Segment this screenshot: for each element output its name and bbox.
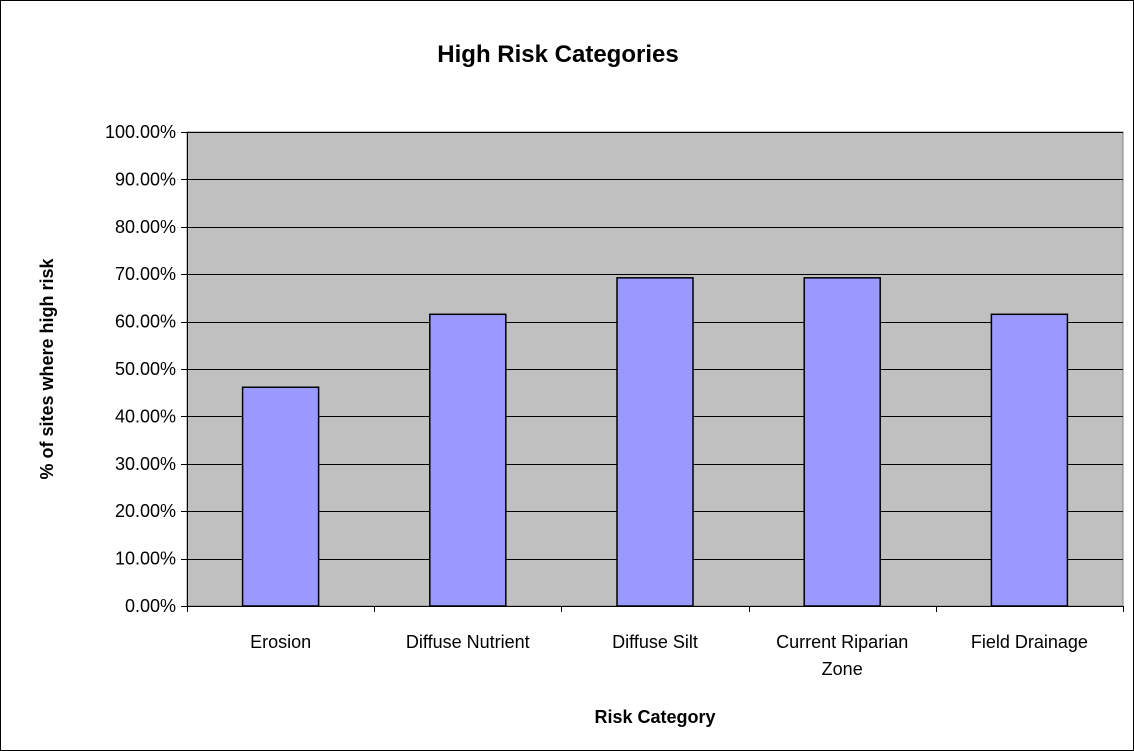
x-tick-label: Field Drainage (971, 632, 1088, 652)
x-tick-labels: Erosion Diffuse Nutrient Diffuse Silt Curre… (250, 632, 1088, 679)
y-tick-label: 40.00% (115, 406, 176, 426)
y-tick-label: 100.00% (105, 122, 176, 142)
bar-diffuse-silt (616, 277, 694, 607)
x-tick-label: Current Riparian Zone (776, 632, 908, 679)
y-tick-label: 70.00% (115, 264, 176, 284)
bar-field-drainage (990, 313, 1069, 607)
y-tick-label: 20.00% (115, 501, 176, 521)
x-tick-label: Diffuse Nutrient (406, 632, 530, 652)
y-axis-title: % of sites where high risk (37, 257, 57, 479)
bar-diffuse-nutrient (429, 313, 507, 607)
y-tick-label: 30.00% (115, 454, 176, 474)
bar-current-riparian-zone (803, 277, 881, 607)
y-tick-label: 80.00% (115, 217, 176, 237)
y-tick-label: 90.00% (115, 169, 176, 189)
x-tick-label: Erosion (250, 632, 311, 652)
chart-title: High Risk Categories (437, 41, 678, 68)
y-tick-labels: 0.00% 10.00% 20.00% 30.00% 40.00% 50.00% 60.00… (105, 122, 176, 616)
y-tick-label: 0.00% (125, 596, 176, 616)
axes (181, 132, 1124, 612)
y-tick-label: 60.00% (115, 312, 176, 332)
x-axis-title: Risk Category (594, 707, 715, 727)
y-tick-label: 10.00% (115, 549, 176, 569)
bar-erosion (241, 386, 320, 607)
y-tick-label: 50.00% (115, 359, 176, 379)
x-tick-label: Diffuse Silt (612, 632, 698, 652)
